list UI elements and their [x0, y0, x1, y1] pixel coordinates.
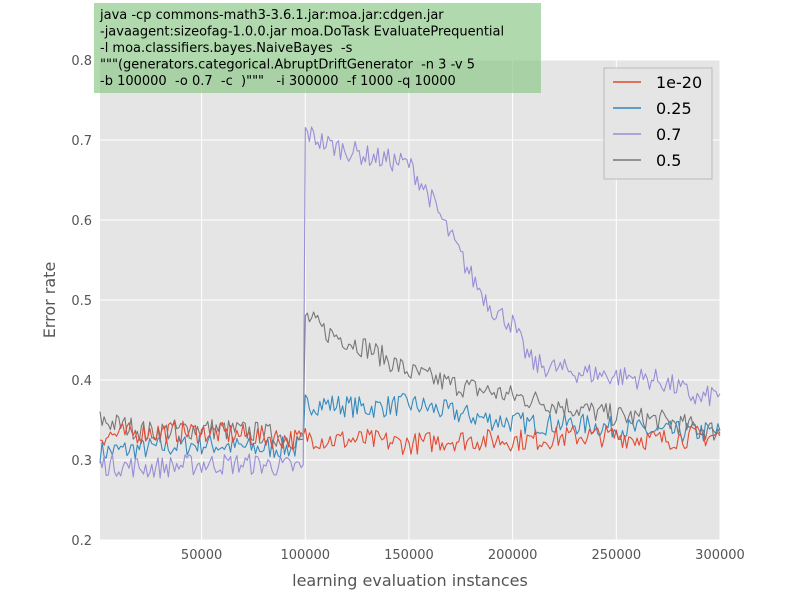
y-axis-label: Error rate — [40, 262, 59, 339]
annotation-line: -b 100000 -o 0.7 -c )""" -i 300000 -f 10… — [100, 74, 456, 89]
x-tick-labels: 50000 100000 150000 200000 250000 300000 — [181, 548, 745, 563]
y-tick-label: 0.6 — [71, 214, 92, 229]
y-tick-label: 0.8 — [71, 54, 92, 69]
legend-label: 0.7 — [656, 125, 681, 144]
series-lines — [99, 126, 721, 479]
legend-label: 0.25 — [656, 99, 692, 118]
legend-label: 0.5 — [656, 151, 681, 170]
x-tick-label: 100000 — [280, 548, 330, 563]
y-tick-label: 0.5 — [71, 294, 92, 309]
y-tick-label: 0.3 — [71, 454, 92, 469]
x-tick-label: 50000 — [181, 548, 222, 563]
y-tick-label: 0.4 — [71, 374, 92, 389]
series-line-0 — [99, 420, 721, 456]
legend: 1e-20 0.25 0.7 0.5 — [603, 67, 713, 180]
x-tick-label: 200000 — [488, 548, 538, 563]
y-tick-label: 0.2 — [71, 534, 92, 549]
y-tick-labels: 0.2 0.3 0.4 0.5 0.6 0.7 0.8 — [71, 54, 92, 549]
annotation-lines: java -cp commons-math3-3.6.1.jar:moa.jar… — [99, 8, 504, 89]
annotation-line: java -cp commons-math3-3.6.1.jar:moa.jar… — [99, 8, 444, 23]
annotation-line: -l moa.classifiers.bayes.NaiveBayes -s — [100, 41, 353, 56]
x-tick-label: 150000 — [384, 548, 434, 563]
x-tick-label: 250000 — [592, 548, 642, 563]
series-line-2 — [99, 126, 721, 479]
y-tick-label: 0.7 — [71, 134, 92, 149]
legend-label: 1e-20 — [656, 73, 702, 92]
x-axis-label: learning evaluation instances — [292, 571, 528, 590]
x-tick-label: 300000 — [695, 548, 745, 563]
legend-items: 1e-20 0.25 0.7 0.5 — [613, 73, 702, 170]
annotation-line: -javaagent:sizeofag-1.0.0.jar moa.DoTask… — [100, 25, 504, 40]
command-annotation: java -cp commons-math3-3.6.1.jar:moa.jar… — [94, 3, 541, 93]
annotation-box — [94, 3, 541, 93]
annotation-line: """(generators.categorical.AbruptDriftGe… — [100, 58, 475, 73]
